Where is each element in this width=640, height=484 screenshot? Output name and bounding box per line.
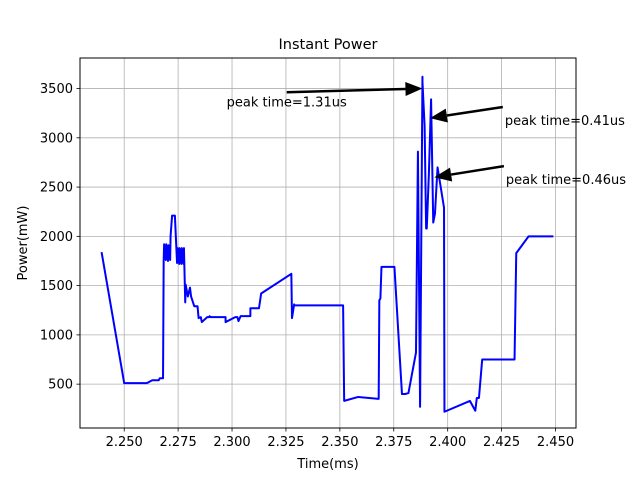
peak-annotation-arrow [450, 164, 505, 176]
x-axis-label: Time(ms) [296, 457, 358, 472]
series-layer [100, 75, 554, 413]
x-tick-label: 2.275 [160, 435, 197, 450]
y-tick-label: 3500 [40, 82, 73, 97]
peak-annotation-arrowhead [434, 167, 453, 182]
y-tick-label: 1500 [40, 279, 73, 294]
x-tick-label: 2.300 [213, 435, 250, 450]
peak-annotation-arrowhead [405, 82, 423, 97]
peak-annotation-arrowhead [430, 108, 448, 123]
y-tick-label: 500 [48, 378, 73, 393]
y-tick-label: 2000 [40, 230, 73, 245]
y-tick-label: 2500 [40, 181, 73, 196]
x-tick-label: 2.450 [537, 435, 574, 450]
x-tick-label: 2.350 [321, 435, 358, 450]
peak-annotation-arrow [446, 105, 504, 117]
plot-frame [79, 57, 577, 429]
x-tick-label: 2.375 [375, 435, 412, 450]
y-axis-label: Power(mW) [16, 206, 31, 281]
peak-annotation-label: peak time=0.41us [505, 114, 625, 129]
y-tick-label: 1000 [40, 328, 73, 343]
peak-annotation-arrow [286, 87, 406, 94]
chart-title: Instant Power [279, 37, 378, 53]
y-axis: 500 1000 1500 2000 2500 3000 3500 [40, 82, 80, 393]
y-tick-label: 3000 [40, 131, 73, 146]
peak-annotation-label: peak time=0.46us [506, 173, 626, 188]
x-tick-label: 2.400 [429, 435, 466, 450]
x-axis: 2.250 2.275 2.300 2.325 2.350 2.375 2.400 2.425… [106, 428, 574, 450]
x-tick-label: 2.325 [267, 435, 304, 450]
peak-annotation-label: peak time=1.31us [227, 95, 347, 110]
x-tick-label: 2.425 [483, 435, 520, 450]
power-series-line [100, 75, 554, 413]
annotations-layer: peak time=1.31us peak time=0.41us peak tim… [227, 82, 626, 188]
x-tick-label: 2.250 [106, 435, 143, 450]
